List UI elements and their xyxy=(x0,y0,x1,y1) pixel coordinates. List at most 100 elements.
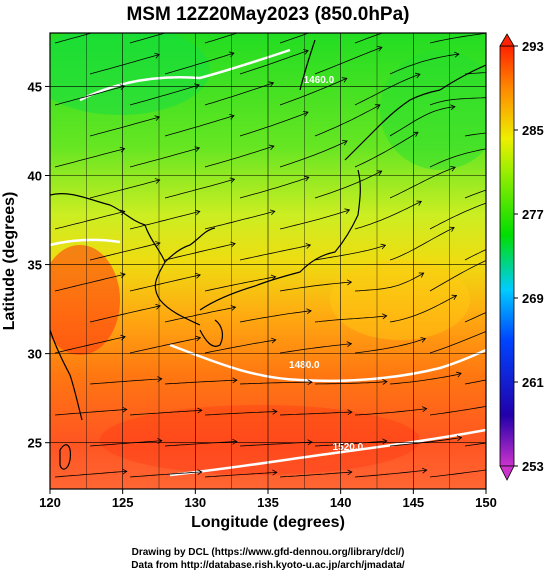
contour-1480 xyxy=(169,343,486,383)
streamline xyxy=(429,97,486,106)
streamline xyxy=(89,179,160,199)
streamline xyxy=(389,372,462,385)
streamline xyxy=(279,343,352,354)
streamline xyxy=(429,33,486,44)
streamline-arrowhead xyxy=(532,434,537,439)
x-axis: 120 125 130 135 140 145 150 xyxy=(39,489,497,510)
streamline-arrowhead xyxy=(376,46,383,52)
x-tick-label: 130 xyxy=(184,495,206,510)
streamline xyxy=(89,242,161,261)
streamline-arrowhead xyxy=(307,379,313,386)
streamline-arrowhead xyxy=(421,406,428,413)
streamline xyxy=(279,33,310,44)
contour-label: 1480.0 xyxy=(289,360,320,371)
streamline xyxy=(389,227,455,261)
contour-west xyxy=(50,238,121,247)
coastline-honshu xyxy=(199,169,361,311)
streamline xyxy=(314,244,386,261)
colorbar-tick-label: 269 xyxy=(522,291,544,306)
streamline-arrowhead xyxy=(342,140,348,146)
colorbar-tick-label: 293 xyxy=(522,39,544,54)
streamline-arrowhead xyxy=(268,81,275,87)
credit-drawing: Drawing by DCL (https://www.gfd-dennou.o… xyxy=(132,547,405,558)
streamline-arrowhead xyxy=(346,279,353,286)
streamline xyxy=(89,440,162,447)
streamline xyxy=(389,295,457,323)
x-tick-label: 145 xyxy=(402,495,424,510)
streamline xyxy=(464,72,486,75)
streamline xyxy=(204,145,275,168)
streamline xyxy=(129,211,200,230)
streamline xyxy=(204,471,277,478)
streamline xyxy=(314,104,381,137)
streamline-arrowhead xyxy=(195,335,202,342)
streamline-arrowhead xyxy=(230,305,237,311)
streamline xyxy=(314,170,382,199)
streamline xyxy=(354,73,421,106)
streamline-arrowhead xyxy=(232,438,238,445)
streamline-arrowhead xyxy=(529,175,534,180)
streamline xyxy=(129,147,200,168)
streamline-arrowhead xyxy=(450,104,456,111)
y-tick-label: 30 xyxy=(28,347,42,362)
streamline xyxy=(429,260,486,292)
streamline xyxy=(279,209,350,230)
colorbar-tick-label: 253 xyxy=(522,459,544,474)
streamline xyxy=(429,330,486,354)
streamline xyxy=(164,379,237,385)
streamline-arrowhead xyxy=(449,226,455,232)
warm-region-west xyxy=(50,245,120,355)
streamline xyxy=(389,53,459,75)
streamline-arrowhead xyxy=(155,303,161,310)
streamline xyxy=(389,106,455,137)
streamline-arrowhead xyxy=(341,77,348,83)
streamline xyxy=(354,33,384,44)
streamline-arrowhead xyxy=(454,51,460,58)
streamline xyxy=(129,337,201,354)
streamline-arrowhead xyxy=(122,468,128,475)
streamline xyxy=(204,33,239,44)
streamline xyxy=(89,116,160,137)
streamline-arrowhead xyxy=(307,439,313,446)
coastline-korea xyxy=(164,227,216,263)
streamline xyxy=(464,249,486,261)
streamline-arrowhead xyxy=(122,406,128,413)
coastline-sakhalin xyxy=(299,39,316,91)
streamline-arrowhead xyxy=(119,84,126,90)
streamline xyxy=(464,132,486,137)
streamline-arrowhead xyxy=(194,83,200,89)
streamline xyxy=(239,176,310,199)
grid xyxy=(50,33,486,489)
streamline xyxy=(314,46,383,75)
streamline-arrowhead xyxy=(532,66,537,71)
streamline-arrowhead xyxy=(272,469,278,476)
x-tick-label: 150 xyxy=(475,495,497,510)
streamline xyxy=(54,409,127,416)
streamline-arrowhead xyxy=(380,243,387,250)
streamline xyxy=(204,276,276,292)
streamline xyxy=(164,243,236,261)
colorbar-tick-label: 285 xyxy=(522,123,544,138)
streamline xyxy=(239,381,312,385)
y-tick-label: 40 xyxy=(28,169,42,184)
streamline-arrowhead xyxy=(270,274,277,281)
streamline xyxy=(354,469,427,478)
coastline-kyushu xyxy=(199,319,224,347)
streamline xyxy=(279,140,348,168)
streamline xyxy=(164,115,235,137)
streamline xyxy=(279,281,352,292)
streamline-arrowhead xyxy=(346,341,353,348)
streamline-arrowhead xyxy=(120,23,125,28)
streamline xyxy=(239,244,311,261)
streamline-arrowhead xyxy=(419,19,424,24)
streamline xyxy=(54,273,126,292)
streamline xyxy=(54,85,125,106)
colorbar-tick-label: 261 xyxy=(522,375,544,390)
contour-labels: 1460.0 1480.0 1520.0 xyxy=(289,75,364,453)
y-tick-label: 25 xyxy=(28,436,42,451)
cool-region-northeast xyxy=(380,50,486,170)
colorbar: 293 285 277 269 261 253 xyxy=(499,33,544,481)
streamline-arrowhead xyxy=(119,146,126,153)
streamline xyxy=(464,442,486,447)
credit-data: Data from http://database.rish.kyoto-u.a… xyxy=(131,560,405,571)
